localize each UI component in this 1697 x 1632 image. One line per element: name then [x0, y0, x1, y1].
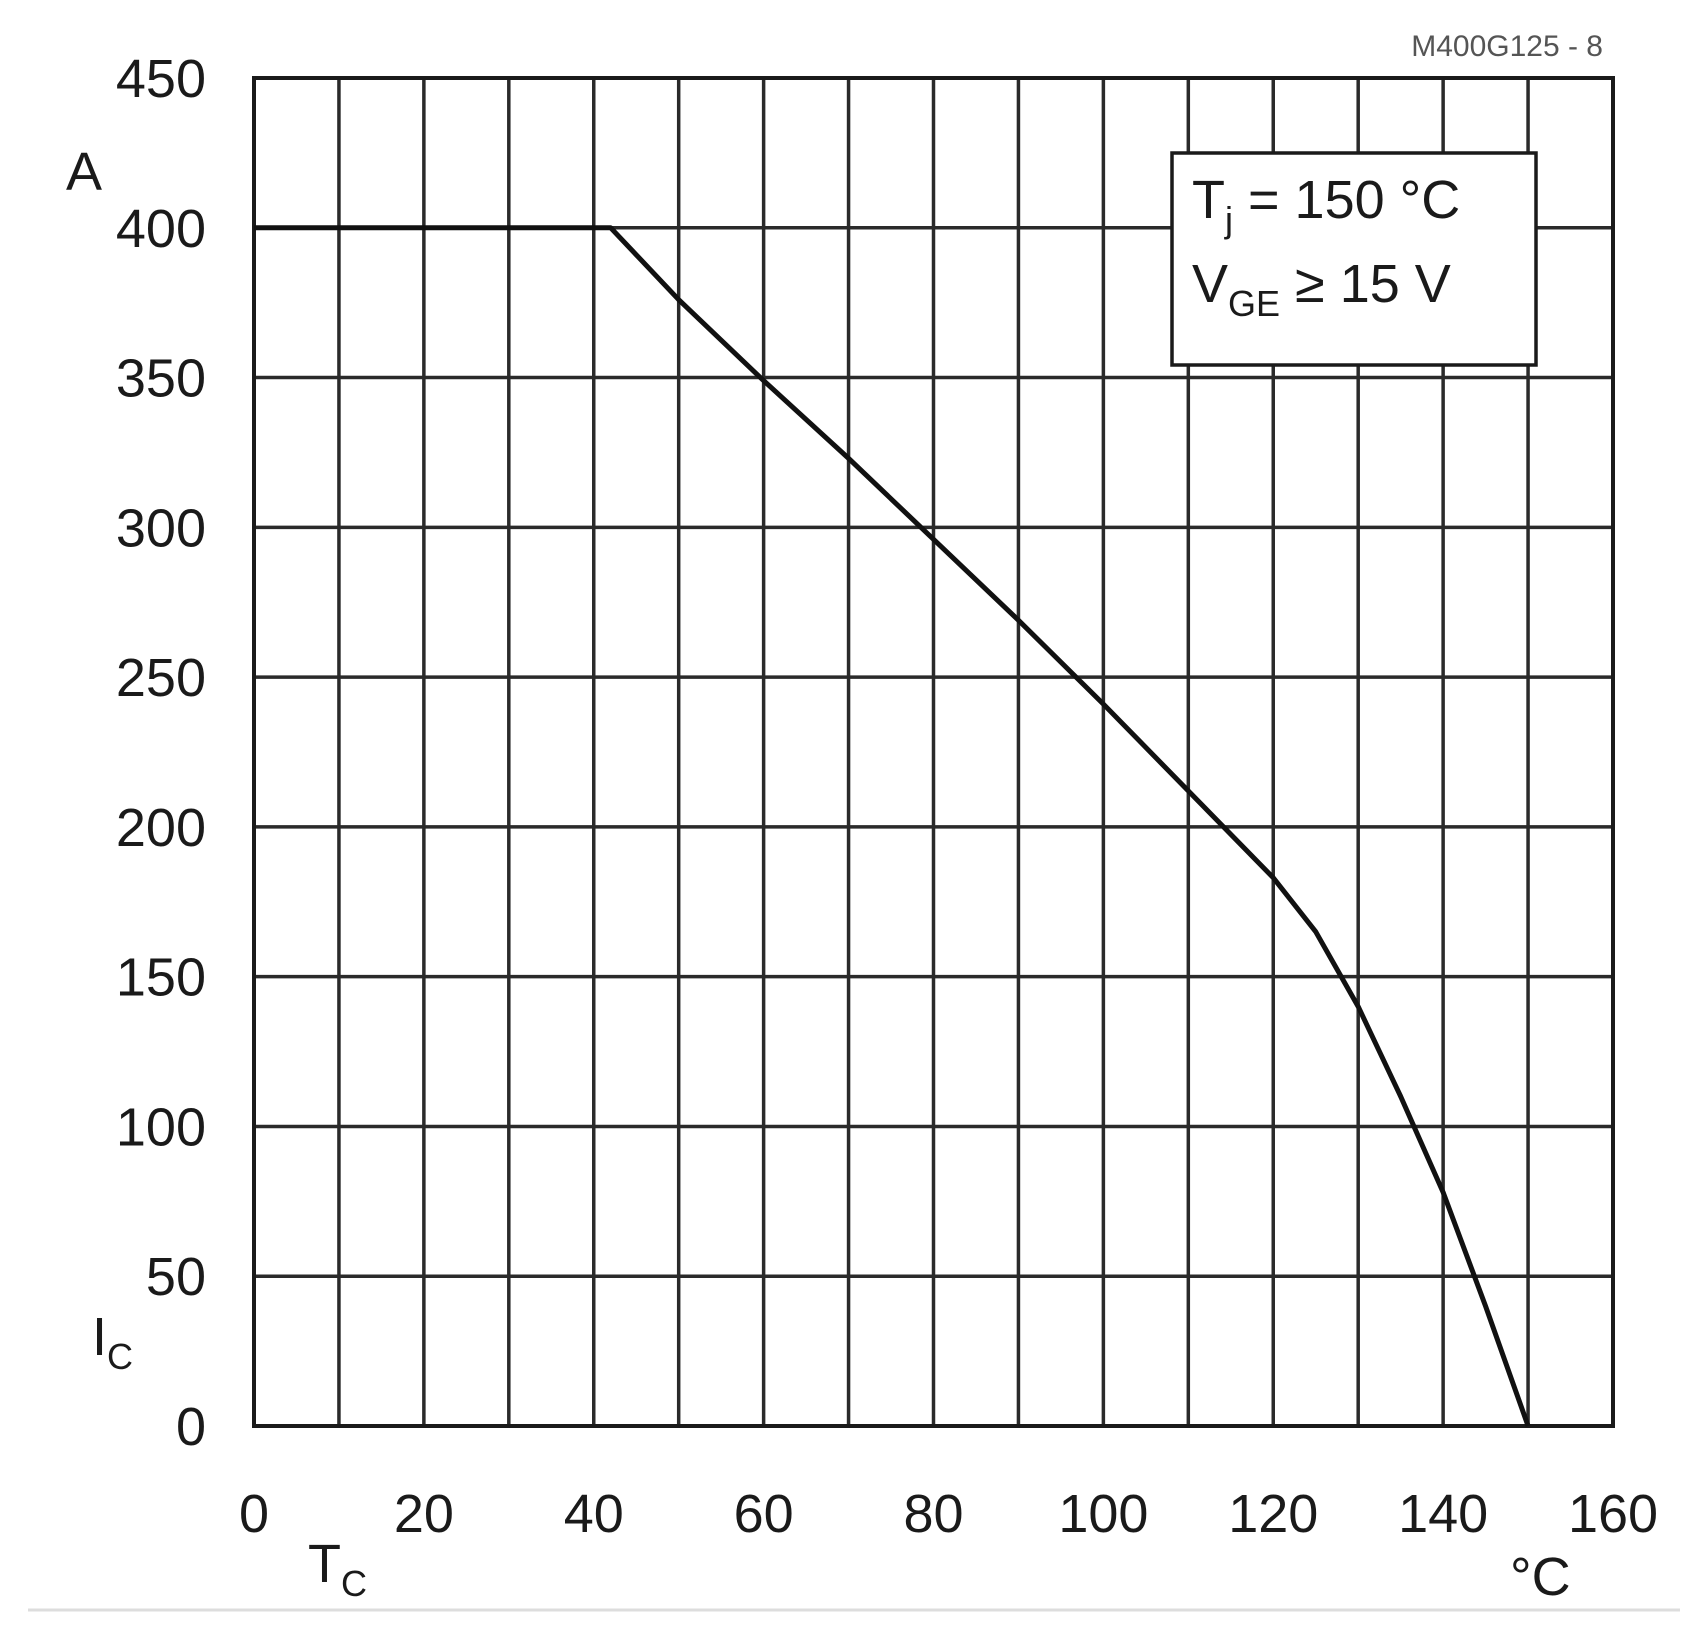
legend-tj-subscript: j	[1224, 199, 1233, 240]
y-tick-label: 100	[116, 1097, 206, 1157]
x-tick-label: 0	[239, 1484, 269, 1544]
legend-vge-value: ≥ 15 V	[1280, 254, 1451, 314]
x-tick-label: 20	[394, 1484, 454, 1544]
legend-line-tj: Tj = 150 °C	[1192, 170, 1460, 240]
x-axis-unit: °C	[1510, 1547, 1571, 1607]
x-tick-label: 120	[1228, 1484, 1318, 1544]
x-axis-symbol: TC	[308, 1534, 367, 1604]
y-tick-labels: 0 50 100 150 200 250 300 350 400 450	[116, 49, 206, 1457]
x-tick-label: 40	[564, 1484, 624, 1544]
legend-tj-main: T	[1192, 170, 1225, 230]
x-tick-label: 100	[1058, 1484, 1148, 1544]
y-tick-label: 450	[116, 49, 206, 109]
y-tick-label: 200	[116, 798, 206, 858]
legend-vge-main: V	[1192, 254, 1228, 314]
legend-tj-value: = 150 °C	[1233, 170, 1460, 230]
x-axis-symbol-main: T	[308, 1534, 341, 1594]
y-tick-label: 400	[116, 199, 206, 259]
x-tick-label: 80	[903, 1484, 963, 1544]
series-line	[254, 225, 1531, 1427]
series-layer	[254, 225, 1531, 1427]
x-tick-labels: 0 20 40 60 80 100 120 140 160	[239, 1484, 1658, 1544]
y-axis-symbol-subscript: C	[107, 1336, 133, 1377]
legend: Tj = 150 °C VGE ≥ 15 V	[1170, 151, 1538, 367]
x-tick-label: 140	[1398, 1484, 1488, 1544]
x-axis-symbol-subscript: C	[341, 1563, 367, 1604]
y-axis-symbol: IC	[92, 1307, 133, 1377]
figure-code-label: M400G125 - 8	[1411, 30, 1603, 63]
y-tick-label: 350	[116, 349, 206, 409]
y-tick-label: 0	[176, 1397, 206, 1457]
legend-line-vge: VGE ≥ 15 V	[1192, 254, 1451, 324]
legend-box	[1170, 151, 1538, 367]
legend-vge-subscript: GE	[1228, 283, 1280, 324]
x-tick-label: 160	[1568, 1484, 1658, 1544]
y-tick-label: 50	[146, 1247, 206, 1307]
plot-frame	[252, 76, 1615, 1428]
y-tick-label: 150	[116, 948, 206, 1008]
y-axis-symbol-main: I	[92, 1307, 107, 1367]
y-tick-label: 250	[116, 648, 206, 708]
x-tick-label: 60	[734, 1484, 794, 1544]
y-tick-label: 300	[116, 498, 206, 558]
y-axis-unit: A	[66, 142, 102, 202]
